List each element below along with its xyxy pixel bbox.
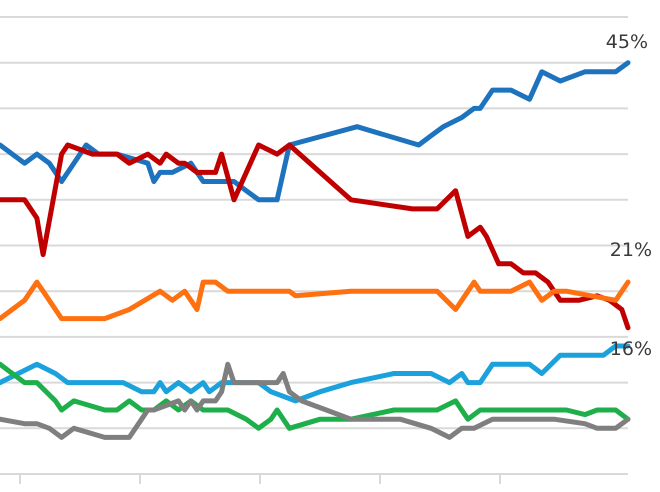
series-line-2 — [0, 142, 631, 331]
series-line-4 — [0, 343, 631, 404]
series-line-6 — [0, 361, 631, 440]
end-label-21: 21% — [610, 239, 652, 261]
end-label-16: 16% — [610, 338, 652, 360]
series-line-5 — [0, 361, 631, 431]
end-label-45: 45% — [606, 31, 648, 53]
series-line-3 — [0, 279, 631, 322]
x-axis — [0, 473, 628, 484]
series-lines — [0, 60, 631, 440]
series-line-1 — [0, 60, 631, 203]
